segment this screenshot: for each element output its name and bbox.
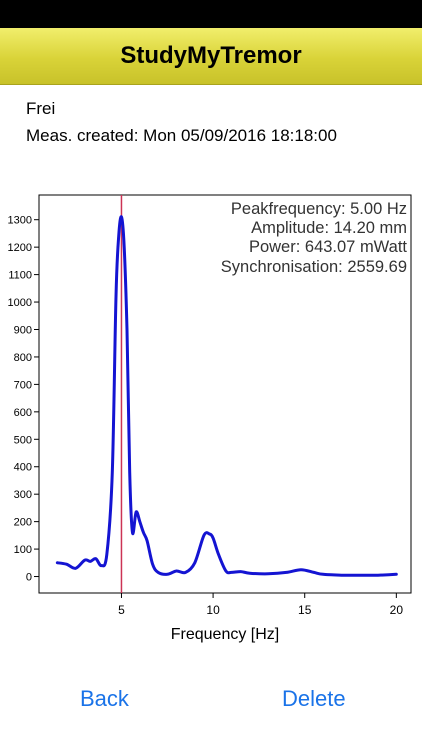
y-tick-label: 1100 bbox=[8, 270, 32, 282]
plot-frame bbox=[38, 194, 412, 594]
measurement-name: Frei bbox=[26, 99, 56, 118]
y-tick-label: 100 bbox=[14, 544, 32, 556]
back-button[interactable]: Back bbox=[72, 682, 137, 716]
stat-amplitude: Amplitude: 14.20 mm bbox=[251, 219, 407, 237]
series-line bbox=[55, 215, 398, 577]
stat-peak: Peakfrequency: 5.00 Hz bbox=[231, 200, 407, 218]
y-tick-label: 1200 bbox=[8, 242, 32, 254]
y-tick-label: 1300 bbox=[8, 215, 32, 227]
x-tick-label: 20 bbox=[390, 603, 404, 617]
x-tick-label: 5 bbox=[118, 603, 125, 617]
status-bar bbox=[0, 0, 422, 28]
y-tick-label: 400 bbox=[14, 462, 32, 474]
stat-power: Power: 643.07 mWatt bbox=[249, 238, 407, 256]
x-tick-label: 10 bbox=[206, 603, 220, 617]
y-tick-label: 800 bbox=[14, 352, 32, 364]
title-bar: StudyMyTremor bbox=[0, 28, 422, 85]
y-tick-label: 0 bbox=[26, 572, 32, 584]
stat-sync: Synchronisation: 2559.69 bbox=[221, 258, 407, 276]
y-tick-label: 300 bbox=[14, 489, 32, 501]
app-title: StudyMyTremor bbox=[120, 42, 302, 69]
delete-button[interactable]: Delete bbox=[274, 682, 354, 716]
y-tick-label: 600 bbox=[14, 407, 32, 419]
x-tick-label: 15 bbox=[298, 603, 312, 617]
y-tick-label: 900 bbox=[14, 324, 32, 336]
frequency-chart: 0 100 200 300 400 500 600 700 800 900 1000 1100 1200… bbox=[8, 194, 412, 643]
y-tick-label: 200 bbox=[14, 517, 32, 529]
y-tick-label: 1000 bbox=[8, 297, 32, 309]
measurement-created: Meas. created: Mon 05/09/2016 18:18:00 bbox=[26, 126, 337, 145]
y-tick-label: 700 bbox=[14, 379, 32, 391]
x-axis-label: Frequency [Hz] bbox=[171, 626, 279, 643]
y-tick-label: 500 bbox=[14, 434, 32, 446]
